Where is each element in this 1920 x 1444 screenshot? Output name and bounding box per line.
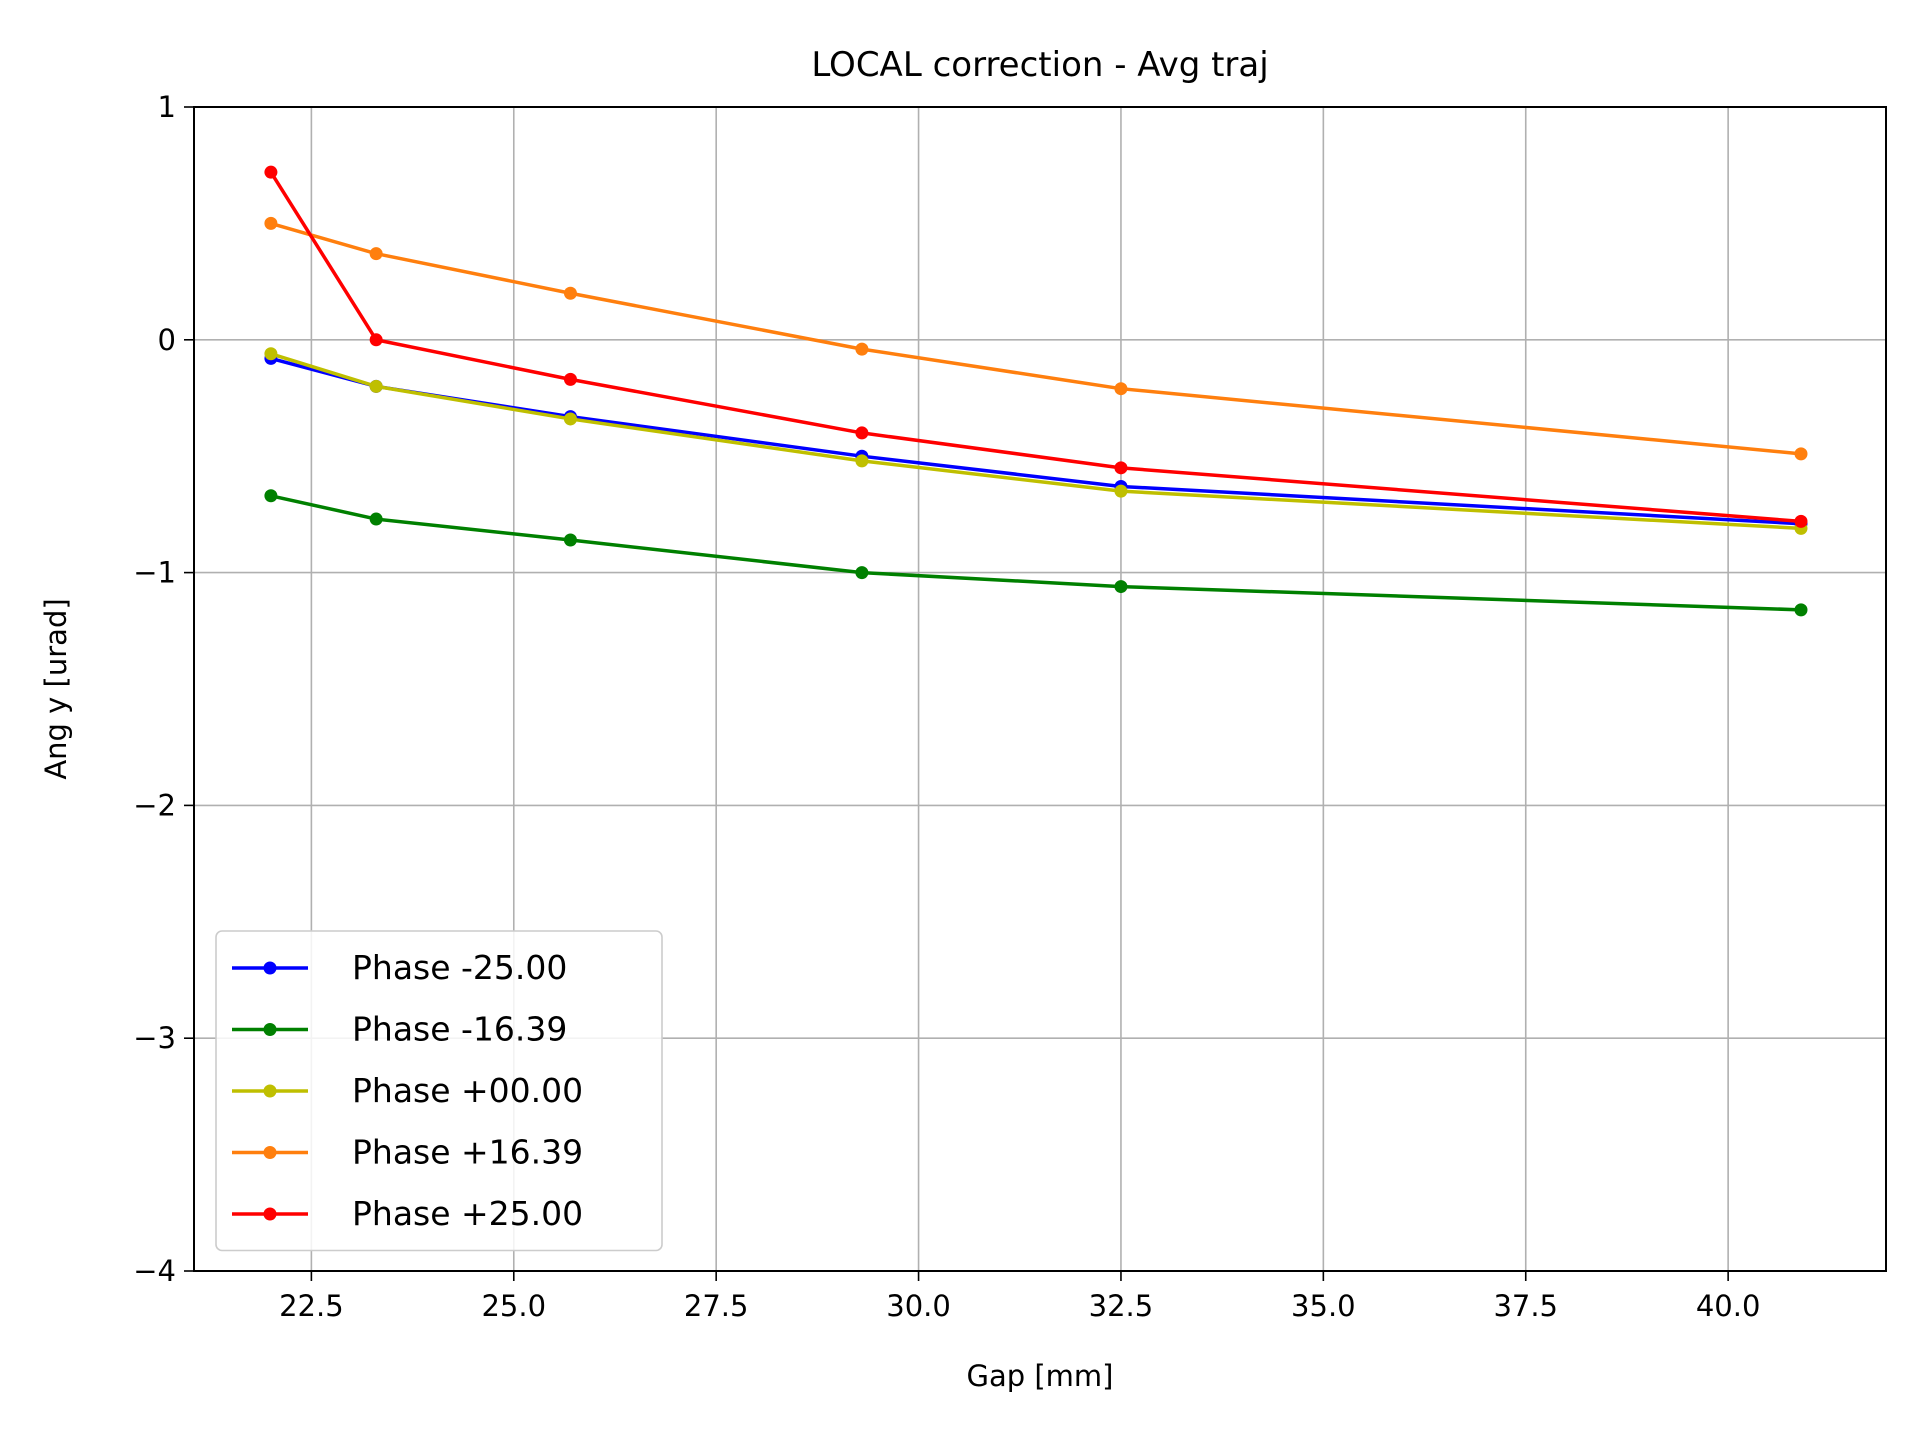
series-line [269,221,1803,456]
legend-box [215,930,663,1252]
legend-swatch-marker [263,1207,277,1221]
y-tick-label: −4 [133,1254,176,1288]
y-tick-label: 0 [158,323,176,357]
legend-item: Phase +25.00 [232,1194,583,1233]
y-tick-label: −3 [133,1021,176,1055]
y-tick-label: −2 [133,788,176,822]
data-point [1794,603,1808,617]
data-point [563,372,577,386]
data-point [563,412,577,426]
data-point [264,216,278,230]
y-tick-label: −1 [133,556,176,590]
data-point [1114,484,1128,498]
data-point [1114,382,1128,396]
legend-item: Phase -16.39 [232,1010,567,1049]
series-layer [264,165,1808,617]
x-tick-label: 25.0 [481,1289,546,1323]
data-point [1794,447,1808,461]
data-point [264,165,278,179]
data-point [1114,580,1128,594]
series-line [269,352,1803,531]
legend-swatch-marker [263,1023,277,1036]
x-tick-label: 37.5 [1493,1289,1558,1323]
data-point [1114,461,1128,475]
y-tick-label: 1 [158,90,176,124]
data-point [855,454,869,468]
legend-label: Phase -16.39 [352,1010,567,1049]
series-group [264,347,1808,535]
data-point [369,379,383,393]
legend-label: Phase +00.00 [352,1071,583,1110]
data-point [1794,514,1808,528]
data-point [369,247,383,261]
y-axis-label: Ang y [urad] [39,598,73,779]
data-point [369,333,383,347]
series-group [264,489,1808,617]
x-axis-label: Gap [mm] [967,1359,1114,1393]
data-point [563,286,577,300]
legend-label: Phase +16.39 [352,1133,583,1172]
x-tick-label: 27.5 [684,1289,749,1323]
series-group [264,216,1808,461]
chart-title: LOCAL correction - Avg traj [811,45,1268,85]
series-line [269,170,1803,524]
legend: Phase -25.00 Phase -16.39 Phase +00.00 Phas… [215,930,663,1252]
series-group [264,165,1808,528]
x-tick-label: 30.0 [886,1289,951,1323]
legend-swatch-marker [263,1146,277,1159]
legend-item: Phase -25.00 [232,948,567,987]
legend-label: Phase +25.00 [352,1194,583,1233]
legend-item: Phase +16.39 [232,1133,583,1172]
x-tick-label: 22.5 [279,1289,344,1323]
data-point [855,566,869,580]
data-point [264,489,278,503]
x-tick-label: 32.5 [1089,1289,1154,1323]
axis-ticks: 22.5 25.0 27.5 30.0 32.5 35.0 37.5 40.0 1 0 −1 −2 −3… [133,90,1760,1323]
legend-label: Phase -25.00 [352,948,567,987]
legend-swatch-marker [263,961,277,975]
x-tick-label: 40.0 [1696,1289,1761,1323]
data-point [563,533,577,547]
data-point [855,426,869,440]
data-point [855,342,869,356]
data-point [264,347,278,361]
legend-swatch-marker [263,1084,277,1098]
legend-item: Phase +00.00 [232,1071,583,1110]
series-line [269,494,1803,612]
plot-frame [193,106,1887,1272]
data-point [369,512,383,526]
x-tick-label: 35.0 [1291,1289,1356,1323]
